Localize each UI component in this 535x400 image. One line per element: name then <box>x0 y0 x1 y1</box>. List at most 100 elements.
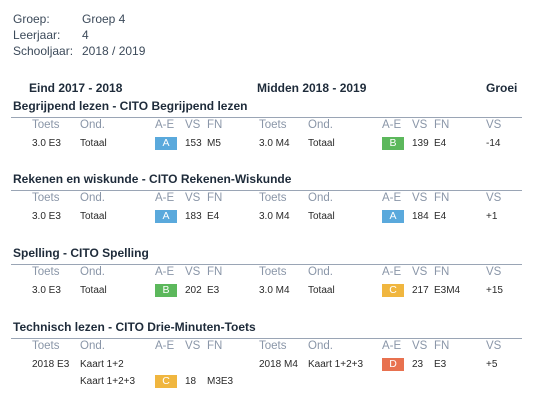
column-header-ae: A-E <box>155 340 175 352</box>
column-header-toets: Toets <box>32 266 60 278</box>
phase-second-heading: Midden 2018 - 2019 <box>257 81 367 95</box>
column-header-growth_vs: VS <box>486 119 502 131</box>
column-header-fn: FN <box>434 192 450 204</box>
score-badge: A <box>382 210 404 223</box>
score-badge: C <box>382 284 404 297</box>
cell-vs1: 183 <box>185 211 202 222</box>
column-header-toets: Toets <box>32 192 60 204</box>
column-header-vs: VS <box>412 340 428 352</box>
cell-o1: Totaal <box>80 211 107 222</box>
section-divider <box>11 190 522 191</box>
cell-o1: Totaal <box>80 285 107 296</box>
column-header-toets: Toets <box>259 119 287 131</box>
column-header-toets: Toets <box>259 192 287 204</box>
column-header-ond: Ond. <box>80 340 105 352</box>
column-header-growth_vs: VS <box>486 340 502 352</box>
column-header-vs: VS <box>185 119 201 131</box>
cell-fn1: E3 <box>207 285 220 296</box>
column-header-ae: A-E <box>382 340 402 352</box>
column-header-ond: Ond. <box>308 340 333 352</box>
cell-t2: 3.0 M4 <box>259 138 290 149</box>
column-header-fn: FN <box>434 340 450 352</box>
cell-fn2: E4 <box>434 138 447 149</box>
column-header-fn: FN <box>207 266 223 278</box>
column-header-vs: VS <box>412 119 428 131</box>
cell-o2: Totaal <box>308 138 335 149</box>
cell-t2: 2018 M4 <box>259 359 298 370</box>
score-badge: A <box>155 210 177 223</box>
column-header-ae: A-E <box>382 192 402 204</box>
column-header-ond: Ond. <box>308 266 333 278</box>
leerjaar-label: Leerjaar: <box>13 28 61 42</box>
cell-o2: Totaal <box>308 211 335 222</box>
cell-t2: 3.0 M4 <box>259 285 290 296</box>
growth-heading: Groei <box>486 81 518 95</box>
column-header-ae: A-E <box>155 192 175 204</box>
section-divider <box>11 264 522 265</box>
column-header-ae: A-E <box>155 266 175 278</box>
score-badge: A <box>155 137 177 150</box>
cell-vs1: 153 <box>185 138 202 149</box>
score-badge: B <box>382 137 404 150</box>
column-header-vs: VS <box>412 266 428 278</box>
column-header-toets: Toets <box>32 340 60 352</box>
column-header-growth_vs: VS <box>486 192 502 204</box>
cell-t1: 2018 E3 <box>32 359 70 370</box>
section-title: Rekenen en wiskunde - CITO Rekenen-Wisku… <box>13 172 292 186</box>
column-header-fn: FN <box>207 192 223 204</box>
column-header-ae: A-E <box>382 266 402 278</box>
column-header-fn: FN <box>207 119 223 131</box>
leerjaar-value: 4 <box>82 28 89 42</box>
column-header-toets: Toets <box>259 340 287 352</box>
score-badge: C <box>155 375 177 388</box>
column-header-vs: VS <box>185 192 201 204</box>
cell-o1: Kaart 1+2+3 <box>80 376 136 387</box>
schooljaar-label: Schooljaar: <box>13 44 74 58</box>
section-title: Spelling - CITO Spelling <box>13 246 149 260</box>
column-header-ond: Ond. <box>80 192 105 204</box>
cell-t1: 3.0 E3 <box>32 138 61 149</box>
cell-o1: Kaart 1+2 <box>80 359 124 370</box>
column-header-vs: VS <box>412 192 428 204</box>
cell-vs2: 184 <box>412 211 429 222</box>
cell-fn1: E4 <box>207 211 220 222</box>
cell-fn1: M3E3 <box>207 376 234 387</box>
cell-growth: -14 <box>486 138 501 149</box>
column-header-ond: Ond. <box>80 119 105 131</box>
score-badge: D <box>382 358 404 371</box>
cell-vs2: 139 <box>412 138 429 149</box>
column-header-ae: A-E <box>155 119 175 131</box>
phase-first-heading: Eind 2017 - 2018 <box>29 81 123 95</box>
cell-fn2: E3 <box>434 359 447 370</box>
column-header-fn: FN <box>434 119 450 131</box>
section-title: Begrijpend lezen - CITO Begrijpend lezen <box>13 99 248 113</box>
column-header-fn: FN <box>207 340 223 352</box>
cell-growth: +15 <box>486 285 503 296</box>
cell-t2: 3.0 M4 <box>259 211 290 222</box>
cell-t1: 3.0 E3 <box>32 211 61 222</box>
column-header-growth_vs: VS <box>486 266 502 278</box>
score-badge: B <box>155 284 177 297</box>
column-header-vs: VS <box>185 340 201 352</box>
section-divider <box>11 338 522 339</box>
column-header-toets: Toets <box>32 119 60 131</box>
cell-t1: 3.0 E3 <box>32 285 61 296</box>
cell-fn1: M5 <box>207 138 221 149</box>
column-header-vs: VS <box>185 266 201 278</box>
section-divider <box>11 117 522 118</box>
section-title: Technisch lezen - CITO Drie-Minuten-Toet… <box>13 320 256 334</box>
cell-o2: Totaal <box>308 285 335 296</box>
column-header-ae: A-E <box>382 119 402 131</box>
cell-fn2: E3M4 <box>434 285 461 296</box>
cell-growth: +1 <box>486 211 498 222</box>
cell-o2: Kaart 1+2+3 <box>308 359 364 370</box>
groep-value: Groep 4 <box>82 12 126 26</box>
cell-vs2: 23 <box>412 359 424 370</box>
cell-growth: +5 <box>486 359 498 370</box>
cell-vs1: 18 <box>185 376 197 387</box>
column-header-fn: FN <box>434 266 450 278</box>
column-header-toets: Toets <box>259 266 287 278</box>
cell-o1: Totaal <box>80 138 107 149</box>
schooljaar-value: 2018 / 2019 <box>82 44 146 58</box>
column-header-ond: Ond. <box>80 266 105 278</box>
